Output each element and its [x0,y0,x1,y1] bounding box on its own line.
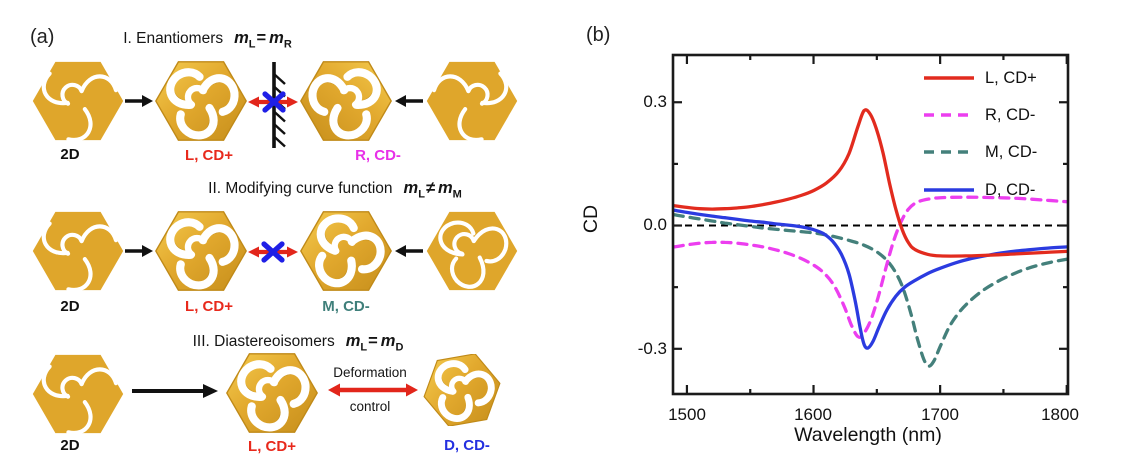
left-arrow-icon [395,95,423,107]
hexagon-3d-R-row1 [299,59,393,143]
label-D-CD-minus-row3: D, CD- [444,437,490,454]
xtick-1800: 1800 [1041,405,1079,424]
ytick-0.0: 0.0 [643,215,667,234]
label-M-CD-minus-row2: M, CD- [322,298,370,315]
label-2d-row2: 2D [60,298,80,315]
x-axis-title: Wavelength (nm) [794,424,942,446]
right-arrow-icon [125,95,153,107]
hexagon-2d-right-row2 [425,209,519,293]
legend-label-M: M, CD- [985,142,1038,161]
panel-a-label: (a) [30,26,55,48]
mirror-plane-icon [248,62,298,148]
legend-line-L-icon [924,76,974,80]
hexagon-2d-left-row3 [31,352,125,436]
blocked-transform-icon [248,241,298,263]
hexagon-3d-L-row3 [225,351,319,435]
row3-title-text: III. Diastereoisomers [192,333,335,350]
row2-title-text: II. Modifying curve function [208,180,393,197]
legend-label-R: R, CD- [985,105,1036,124]
label-L-CD-plus-row1: L, CD+ [185,147,233,164]
forbidden-cross-icon [262,91,286,113]
ytick-neg0.3: -0.3 [637,339,667,358]
legend-item-M: M, CD- [923,141,1037,163]
hexagon-3d-M-row2 [299,209,393,293]
label-L-CD-plus-row2: L, CD+ [185,298,233,315]
hexagon-2d-right-row1 [425,59,519,143]
xtick-1500: 1500 [668,405,706,424]
hexagon-3d-D-row3 [422,354,502,426]
row3-title: III. Diastereoisomers mL= mD [192,332,404,354]
legend-item-D: D, CD- [923,179,1035,201]
row1-title-text: I. Enantiomers [123,30,224,47]
row1-title: I. Enantiomers mL= mR [123,29,292,51]
cd-spectrum-chart [671,53,1070,396]
label-2d-row3: 2D [60,437,80,454]
long-right-arrow-icon [132,384,218,398]
legend-item-R: R, CD- [923,104,1035,126]
deformation-arrow-icon [328,383,418,397]
hexagon-2d-left-row1 [31,59,125,143]
deformation-label-line1: Deformation [333,365,407,380]
label-L-CD-plus-row3: L, CD+ [248,438,296,455]
hexagon-3d-L-row1 [154,59,248,143]
legend-line-M-icon [924,150,974,154]
label-2d-row1: 2D [60,146,80,163]
xtick-1700: 1700 [921,405,959,424]
ytick-0.3: 0.3 [643,92,667,111]
legend-item-L: L, CD+ [923,67,1037,89]
right-arrow-icon [125,245,153,257]
legend-line-D-icon [924,188,974,192]
forbidden-cross-icon [261,241,285,263]
legend-label-D: D, CD- [985,180,1036,199]
hexagon-3d-L-row2 [154,209,248,293]
y-axis-title: CD [580,204,602,234]
panel-b: (b) 0.3 0.0 -0.3 1500 1600 1700 1800 CD … [570,0,1135,473]
deformation-label-line2: control [349,399,391,414]
legend-label-L: L, CD+ [985,68,1037,87]
panel-b-label: (b) [586,24,611,46]
left-arrow-icon [395,245,423,257]
row2-title: II. Modifying curve function mL≠ mM [208,179,462,201]
legend-line-R-icon [924,113,974,117]
xtick-1600: 1600 [794,405,832,424]
hexagon-2d-left-row2 [31,209,125,293]
label-R-CD-minus-row1: R, CD- [355,147,401,164]
